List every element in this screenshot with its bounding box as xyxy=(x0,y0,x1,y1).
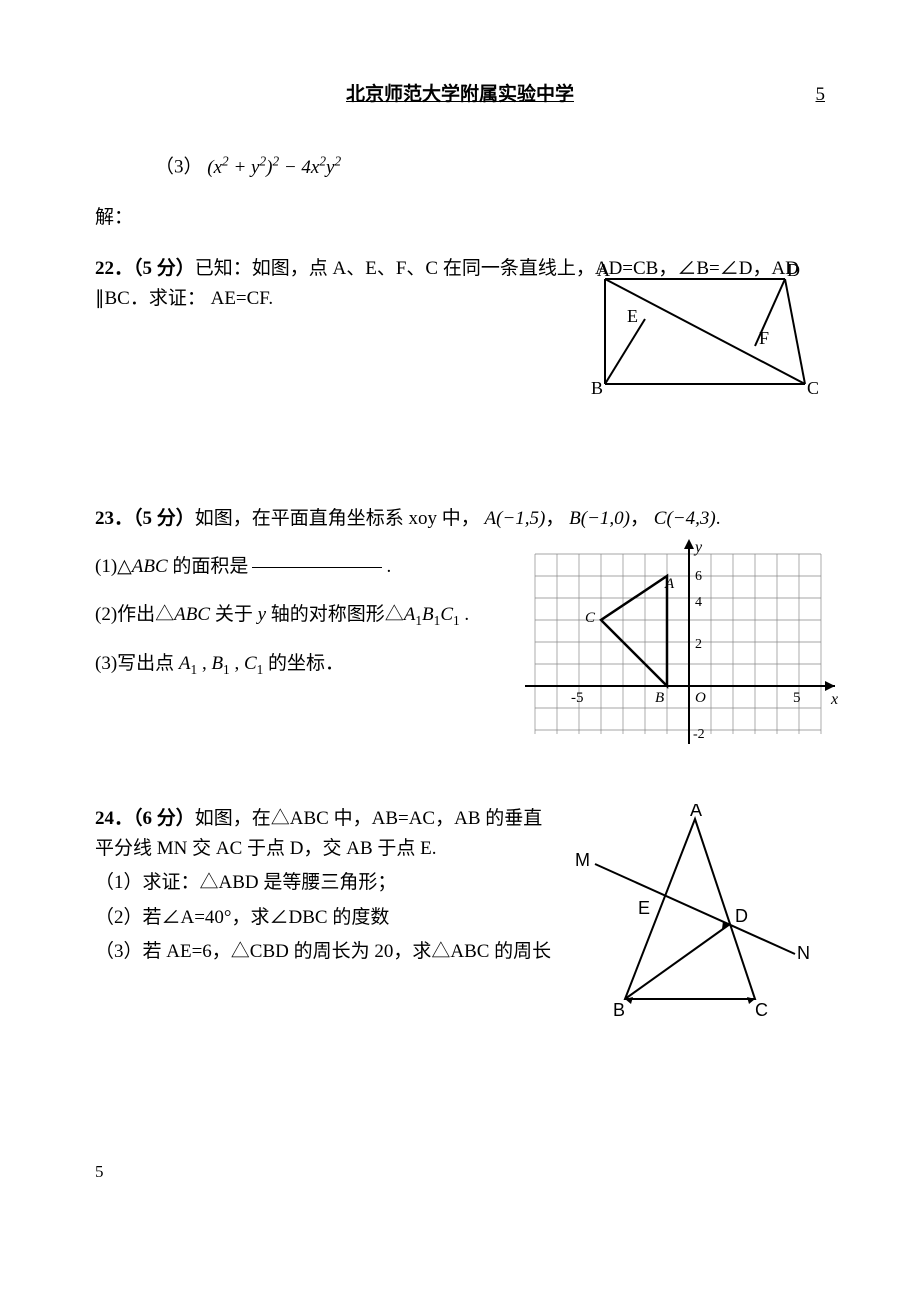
q23-A: A(−1,5) xyxy=(485,508,546,529)
solution-label: 解： xyxy=(95,207,133,228)
footer-page-number: 5 xyxy=(95,1158,104,1185)
q22-diagram: A D B C E F xyxy=(585,264,825,409)
q23-p1-label: (1) xyxy=(95,556,117,577)
page-header: 北京师范大学附属实验中学 5 xyxy=(95,80,825,110)
q23-number: 23． xyxy=(95,508,133,529)
svg-text:F: F xyxy=(759,328,769,348)
q24-points: （6 分） xyxy=(133,808,195,829)
q24-text1: 如图，在△ABC 中，AB=AC，AB 的垂直 xyxy=(195,808,542,829)
q21-solution: 解： xyxy=(95,203,825,233)
q23-p2-label: (2) xyxy=(95,604,117,625)
q23-diagram: y x O -5 5 6 4 2 -2 A B C xyxy=(515,534,845,784)
svg-text:B: B xyxy=(591,378,603,398)
svg-text:D: D xyxy=(735,906,748,926)
q24: 24．（6 分）如图，在△ABC 中，AB=AC，AB 的垂直 平分线 MN 交… xyxy=(95,804,825,1044)
q23: 23．（5 分）如图，在平面直角坐标系 xoy 中， A(−1,5)， B(−1… xyxy=(95,504,825,784)
svg-text:A: A xyxy=(597,264,610,280)
page-number-top: 5 xyxy=(816,80,826,110)
svg-text:M: M xyxy=(575,850,590,870)
school-name: 北京师范大学附属实验中学 xyxy=(346,84,574,105)
q23-points: （5 分） xyxy=(133,508,195,529)
svg-text:E: E xyxy=(627,306,638,326)
q22-points: （5 分） xyxy=(133,258,195,279)
q23-text: 如图，在平面直角坐标系 xoy 中， xyxy=(195,508,480,529)
q23-p3-text: 写出点 A1 , B1 , C1 的坐标． xyxy=(117,653,344,674)
svg-text:-2: -2 xyxy=(693,727,705,742)
q21-part3: （3） (x2 + y2)2 − 4x2y2 xyxy=(95,150,825,183)
svg-text:6: 6 xyxy=(695,569,702,584)
q24-number: 24． xyxy=(95,808,133,829)
q21-part3-label: （3） xyxy=(155,157,203,178)
q23-intro: 23．（5 分）如图，在平面直角坐标系 xoy 中， A(−1,5)， B(−1… xyxy=(95,504,825,534)
q23-B: B(−1,0) xyxy=(569,508,630,529)
svg-text:B: B xyxy=(613,1000,625,1020)
q22: 22．（5 分）已知：如图，点 A、E、F、C 在同一条直线上，AD=CB，∠B… xyxy=(95,254,825,484)
svg-text:5: 5 xyxy=(793,690,801,706)
q23-p3-label: (3) xyxy=(95,653,117,674)
svg-text:B: B xyxy=(655,690,664,706)
svg-text:-5: -5 xyxy=(571,690,584,706)
svg-text:C: C xyxy=(807,378,819,398)
svg-text:C: C xyxy=(755,1000,768,1020)
svg-text:x: x xyxy=(830,691,838,708)
svg-text:2: 2 xyxy=(695,637,702,652)
q23-C: C(−4,3) xyxy=(654,508,716,529)
svg-text:4: 4 xyxy=(695,595,702,610)
q24-diagram: A B C M N E D xyxy=(565,804,815,1044)
q21-part3-expr: (x2 + y2)2 − 4x2y2 xyxy=(207,157,341,178)
svg-text:O: O xyxy=(695,690,706,706)
svg-text:D: D xyxy=(787,264,800,280)
blank-line xyxy=(252,567,382,568)
svg-text:N: N xyxy=(797,943,810,963)
svg-text:y: y xyxy=(693,539,703,556)
q23-p2-text: 作出△ABC 关于 y 轴的对称图形△A1B1C1 . xyxy=(117,604,469,625)
svg-text:E: E xyxy=(638,898,650,918)
svg-text:A: A xyxy=(690,804,702,820)
svg-text:C: C xyxy=(585,610,596,626)
q23-p1-text: △ABC 的面积是 xyxy=(117,556,248,577)
q22-number: 22． xyxy=(95,258,133,279)
svg-text:A: A xyxy=(664,576,675,592)
